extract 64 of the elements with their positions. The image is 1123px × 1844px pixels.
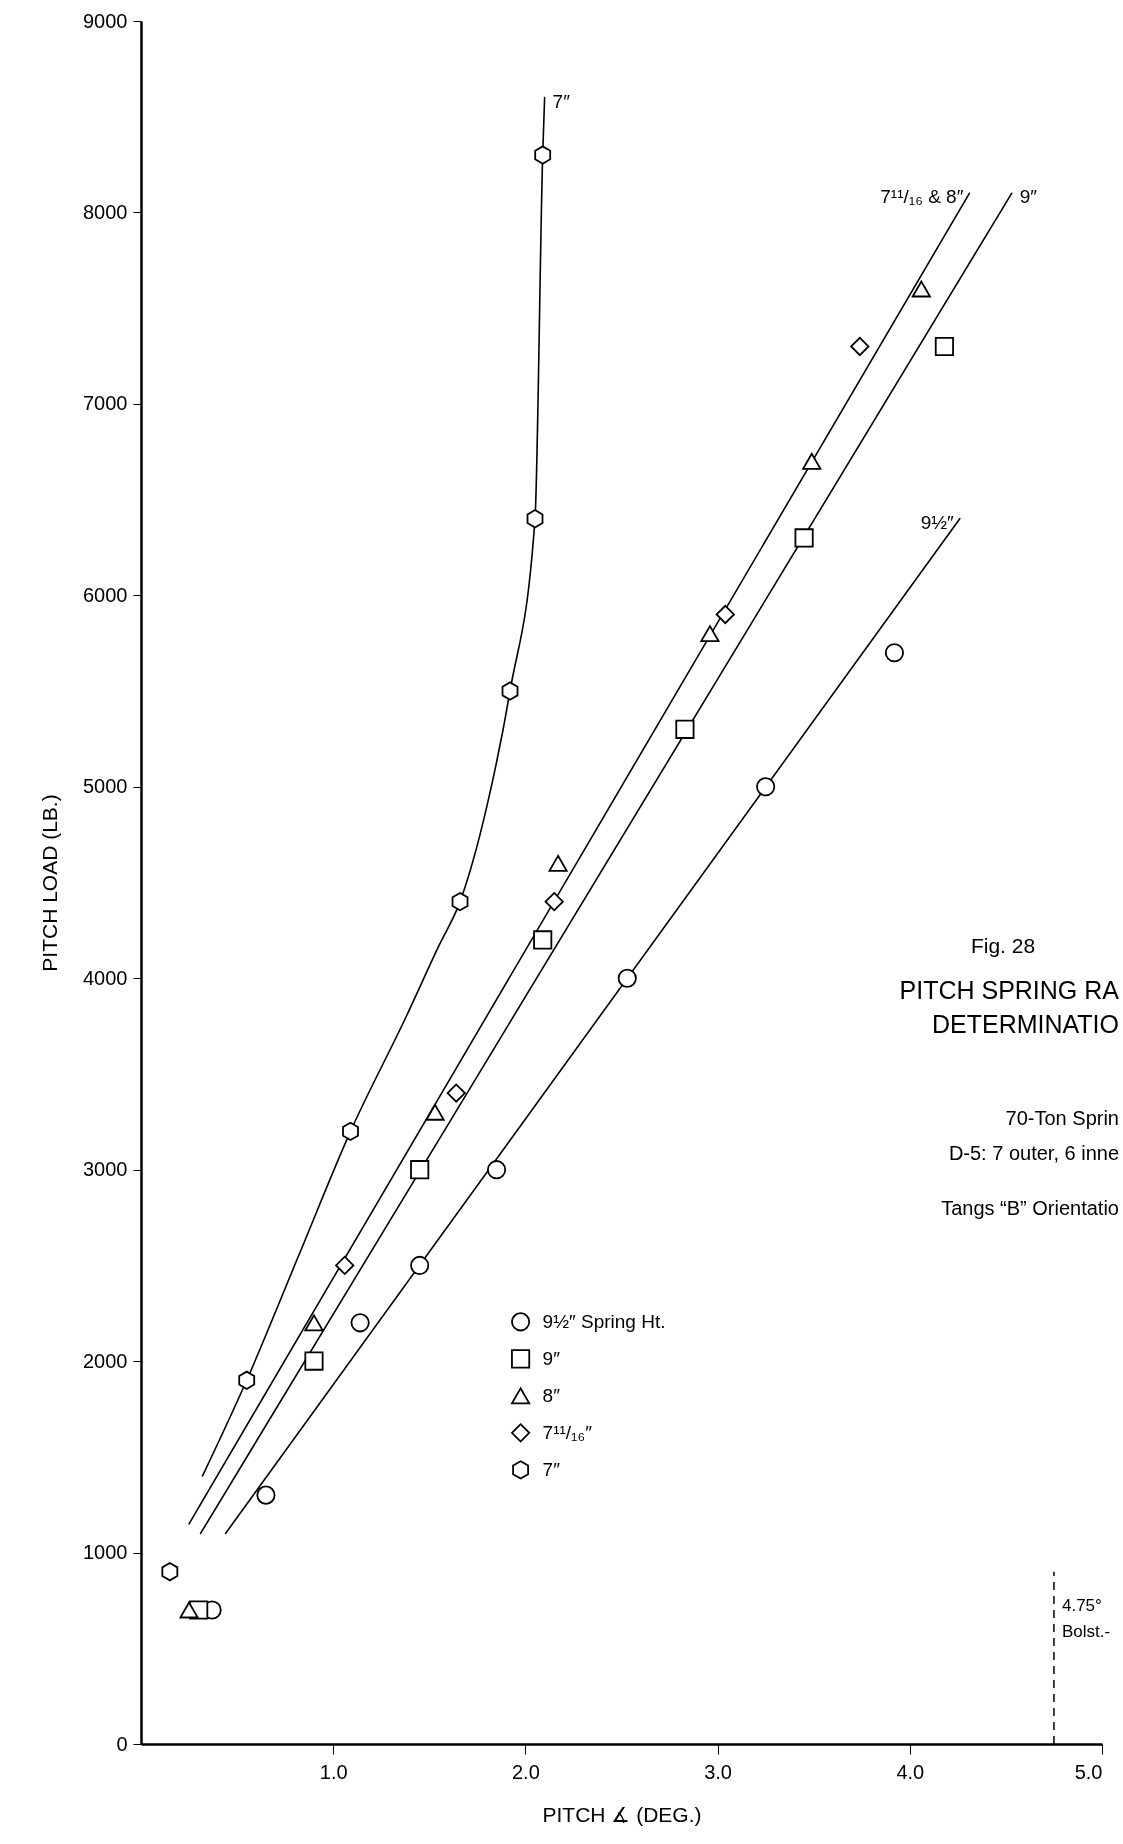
point — [617, 968, 637, 988]
point — [335, 1255, 355, 1275]
point — [425, 1103, 445, 1121]
point — [410, 1160, 430, 1180]
legend-label: 7¹¹/₁₆″ — [542, 1421, 593, 1443]
y-tick-label: 2000 — [83, 1349, 128, 1372]
point — [548, 854, 568, 872]
y-axis-title: PITCH LOAD (LB.) — [38, 794, 62, 972]
annotation: Tangs “B” Orientatio — [941, 1197, 1119, 1219]
ref-line-label: 4.75° Bolst.- — [1061, 1595, 1111, 1641]
x-tick-label: 4.0 — [896, 1760, 925, 1783]
point — [533, 930, 553, 950]
point — [884, 643, 904, 663]
y-tick-label: 4000 — [83, 966, 128, 989]
legend-label: 8″ — [542, 1384, 561, 1406]
point — [934, 336, 954, 357]
point — [342, 1121, 359, 1141]
legend-label: 7″ — [542, 1458, 561, 1480]
y-tick-label: 6000 — [83, 583, 128, 606]
y-tick-label: 3000 — [83, 1158, 128, 1181]
x-axis-title: PITCH ∡ (DEG.) — [542, 1802, 702, 1826]
point — [501, 681, 519, 701]
annotation: Fig. 28 — [970, 934, 1036, 957]
point — [715, 604, 735, 625]
x-tick-label: 2.0 — [511, 1760, 540, 1783]
annotation: 70-Ton Sprin — [1005, 1107, 1119, 1129]
x-tick-label: 3.0 — [704, 1760, 733, 1783]
point — [304, 1314, 324, 1332]
point — [526, 509, 544, 529]
point — [850, 336, 870, 357]
point — [794, 528, 814, 548]
point — [350, 1313, 370, 1333]
y-tick-label: 0 — [116, 1732, 128, 1755]
series-label: 7″ — [552, 90, 571, 112]
y-tick-label: 1000 — [83, 1541, 128, 1564]
point — [700, 625, 720, 643]
point — [238, 1370, 256, 1390]
point — [451, 892, 469, 912]
point — [161, 1562, 179, 1582]
series-label: 9″ — [1019, 186, 1038, 208]
annotation: D-5: 7 outer, 6 inne — [948, 1142, 1119, 1164]
y-tick-label: 5000 — [83, 775, 128, 798]
legend-label: 9″ — [542, 1347, 561, 1369]
x-tick-label: 5.0 — [1074, 1760, 1103, 1783]
point — [911, 280, 931, 298]
y-tick-label: 9000 — [83, 9, 128, 32]
point — [534, 145, 552, 165]
point — [410, 1255, 430, 1275]
legend-label: 9½″ Spring Ht. — [542, 1310, 666, 1332]
point — [446, 1083, 466, 1103]
point — [756, 777, 776, 797]
y-tick-label: 8000 — [83, 200, 128, 223]
point — [304, 1351, 324, 1371]
point — [544, 892, 564, 912]
series-label: 9½″ — [920, 511, 955, 533]
x-tick-label: 1.0 — [319, 1760, 348, 1783]
point — [487, 1160, 507, 1180]
point — [802, 452, 822, 470]
point — [179, 1601, 199, 1619]
series-label: 7¹¹/₁₆ & 8″ — [880, 186, 964, 208]
text: PITCH SPRING RA DETERMINATIO — [899, 976, 1120, 1038]
y-tick-label: 7000 — [83, 392, 128, 415]
point — [675, 719, 695, 739]
point — [256, 1485, 276, 1505]
